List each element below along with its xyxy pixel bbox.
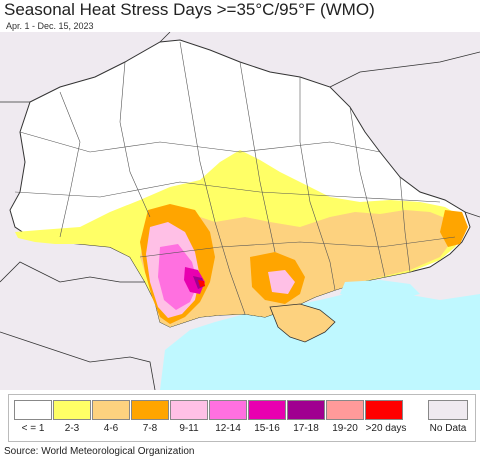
oblast-borders: [14, 41, 456, 315]
sea-of-azov: [340, 280, 420, 300]
legend-label-2-3: 2-3: [64, 423, 80, 434]
source-credit: Source: World Meteorological Organizatio…: [4, 446, 195, 457]
legend-swatch-2-3: [53, 400, 91, 420]
legend-label-over-20: >20 days: [365, 423, 407, 434]
country-borders: [0, 32, 480, 390]
legend-swatch-4-6: [92, 400, 130, 420]
legend-label-nodata: No Data: [429, 423, 467, 434]
legend-label-12-14: 12-14: [215, 423, 241, 434]
legend-swatch-12-14: [209, 400, 247, 420]
legend-label-9-11: 9-11: [179, 423, 199, 434]
legend-label-7-8: 7-8: [142, 423, 158, 434]
zone-12-14: [158, 244, 198, 310]
legend-label-4-6: 4-6: [103, 423, 119, 434]
zone-over-20: [198, 280, 205, 287]
legend-swatch-19-20: [326, 400, 364, 420]
legend-swatch-le1: [14, 400, 52, 420]
crimea: [269, 303, 336, 343]
legend-swatch-9-11: [170, 400, 208, 420]
legend-swatch-nodata: [428, 400, 468, 420]
map-title: Seasonal Heat Stress Days >=35°C/95°F (W…: [4, 0, 375, 19]
black-sea: [160, 290, 480, 390]
map-subtitle: Apr. 1 - Dec. 15, 2023: [6, 21, 94, 31]
legend-label-19-20: 19-20: [332, 423, 358, 434]
heat-stress-map: [0, 32, 480, 390]
legend-swatch-15-16: [248, 400, 286, 420]
map-canvas: [0, 32, 480, 390]
legend-label-17-18: 17-18: [293, 423, 319, 434]
legend-swatch-7-8: [131, 400, 169, 420]
zone-7-8-east: [440, 210, 468, 247]
legend-label-15-16: 15-16: [254, 423, 280, 434]
legend-swatch-17-18: [287, 400, 325, 420]
legend-label-le1: < = 1: [21, 423, 45, 434]
zone-9-11-south: [268, 270, 295, 294]
legend-swatch-over-20: [365, 400, 403, 420]
